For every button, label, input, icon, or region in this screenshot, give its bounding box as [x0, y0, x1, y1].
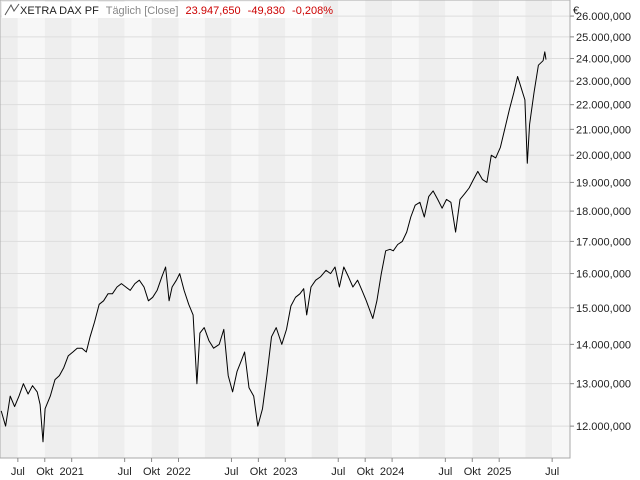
x-tick-label: Jul: [545, 466, 559, 478]
x-tick-label: Jul: [331, 466, 345, 478]
quarter-bands: [0, 0, 570, 458]
quarter-band: [499, 0, 526, 458]
change-percent: -0,208%: [292, 5, 333, 17]
quarter-band: [445, 0, 473, 458]
quarter-band: [71, 0, 99, 458]
y-tick-label: 20.000,000: [576, 150, 631, 162]
quarter-band: [231, 0, 259, 458]
header-background: [2, 2, 323, 18]
quarter-band: [418, 0, 446, 458]
currency-label: €: [573, 5, 579, 17]
quarter-band: [338, 0, 366, 458]
y-tick-label: 14.000,000: [576, 339, 631, 351]
y-tick-label: 19.000,000: [576, 177, 631, 189]
x-tick-label: Jul: [224, 466, 238, 478]
quarter-band: [258, 0, 286, 458]
y-tick-label: 16.000,000: [576, 269, 631, 281]
y-tick-label: 22.000,000: [576, 100, 631, 112]
quarter-band: [204, 0, 232, 458]
quarter-band: [124, 0, 152, 458]
x-tick-label: 2022: [166, 466, 190, 478]
x-tick-label: Okt: [250, 466, 267, 478]
quarter-band: [525, 0, 553, 458]
x-tick-label: 2024: [380, 466, 404, 478]
quarter-band: [552, 0, 570, 458]
x-tick-label: Jul: [11, 466, 25, 478]
y-tick-label: 23.000,000: [576, 76, 631, 88]
quarter-band: [392, 0, 419, 458]
price-series: [0, 51, 547, 443]
y-axis: 12.000,000 13.000,000 14.000,000 15.000,000…: [570, 11, 631, 433]
y-tick-label: 17.000,000: [576, 236, 631, 248]
y-tick-label: 25.000,000: [576, 32, 631, 44]
x-tick-label: 2023: [273, 466, 297, 478]
quarter-band: [17, 0, 45, 458]
quarter-band: [285, 0, 312, 458]
quarter-band: [151, 0, 179, 458]
x-tick-label: Jul: [438, 466, 452, 478]
svg-text:XETRA DAX PF Täglich [: XETRA DAX PF Täglich [Close] 23.947,650 …: [20, 5, 333, 17]
series-line: [0, 51, 547, 443]
x-tick-label: Okt: [36, 466, 53, 478]
y-tick-label: 21.000,000: [576, 124, 631, 136]
legend-header: XETRA DAX PF Täglich [Close] 23.947,650 …: [2, 2, 333, 18]
instrument-name: XETRA DAX PF: [20, 5, 99, 17]
x-tick-label: 2025: [487, 466, 511, 478]
y-tick-label: 13.000,000: [576, 379, 631, 391]
line-chart-icon: [4, 3, 20, 16]
x-axis: Jul Okt 2021 Jul Okt 2022 Jul Okt 2023 Jul Okt 2024…: [11, 458, 559, 478]
quarter-band: [98, 0, 125, 458]
x-tick-label: 2021: [59, 466, 83, 478]
y-tick-label: 15.000,000: [576, 303, 631, 315]
change-value: -49,830: [248, 5, 285, 17]
x-tick-label: Jul: [118, 466, 132, 478]
y-tick-label: 12.000,000: [576, 421, 631, 433]
y-tick-label: 24.000,000: [576, 54, 631, 66]
quarter-band: [178, 0, 205, 458]
quarter-band: [44, 0, 72, 458]
quarter-band: [0, 0, 18, 458]
quarter-band: [472, 0, 500, 458]
y-tick-label: 18.000,000: [576, 206, 631, 218]
quarter-band: [365, 0, 393, 458]
y-tick-label: 26.000,000: [576, 11, 631, 23]
last-price: 23.947,650: [186, 5, 241, 17]
x-tick-label: Okt: [143, 466, 160, 478]
quarter-band: [311, 0, 339, 458]
interval-label: Täglich [Close]: [106, 5, 179, 17]
x-tick-label: Okt: [357, 466, 374, 478]
x-tick-label: Okt: [464, 466, 481, 478]
